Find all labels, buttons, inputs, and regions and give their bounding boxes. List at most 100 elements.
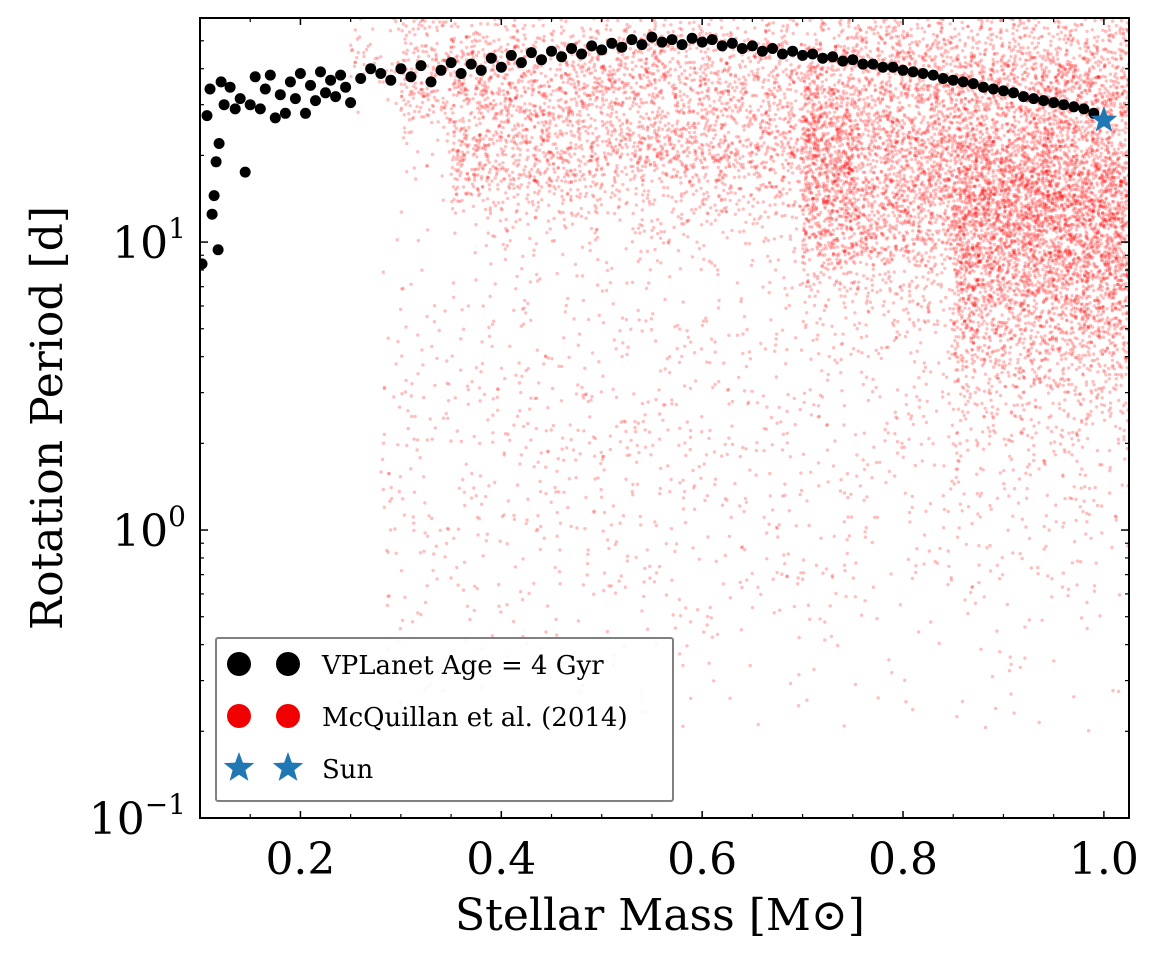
mcquillan-point xyxy=(1026,46,1030,50)
mcquillan-point xyxy=(647,199,651,204)
mcquillan-point xyxy=(706,62,710,67)
mcquillan-point xyxy=(505,73,510,77)
mcquillan-point xyxy=(623,28,627,32)
mcquillan-point xyxy=(768,203,772,207)
mcquillan-point xyxy=(730,85,735,90)
mcquillan-point xyxy=(678,128,682,132)
mcquillan-point xyxy=(948,112,953,116)
mcquillan-point xyxy=(991,57,995,62)
mcquillan-point xyxy=(534,111,538,116)
mcquillan-point xyxy=(653,86,658,90)
mcquillan-point xyxy=(613,193,617,197)
mcquillan-point xyxy=(858,92,863,96)
mcquillan-point xyxy=(702,77,706,82)
mcquillan-point xyxy=(688,73,692,77)
mcquillan-point xyxy=(813,103,817,107)
mcquillan-point xyxy=(798,167,802,171)
mcquillan-point xyxy=(716,114,720,119)
mcquillan-point xyxy=(646,143,651,147)
mcquillan-point xyxy=(631,164,635,169)
mcquillan-point xyxy=(609,195,613,199)
mcquillan-point xyxy=(644,112,649,116)
mcquillan-point xyxy=(698,75,703,79)
mcquillan-point xyxy=(902,122,907,126)
mcquillan-point xyxy=(774,210,779,215)
mcquillan-point xyxy=(491,141,496,146)
mcquillan-point xyxy=(768,105,772,109)
mcquillan-point xyxy=(1004,157,1008,161)
mcquillan-point xyxy=(741,166,746,170)
mcquillan-point xyxy=(850,142,855,146)
mcquillan-point xyxy=(788,237,793,241)
mcquillan-point xyxy=(582,91,587,96)
mcquillan-point xyxy=(628,107,632,111)
mcquillan-point xyxy=(674,175,679,179)
mcquillan-point xyxy=(728,82,732,86)
mcquillan-point xyxy=(1016,82,1020,86)
mcquillan-point xyxy=(491,234,495,238)
mcquillan-point xyxy=(676,59,680,64)
mcquillan-point xyxy=(588,60,592,64)
mcquillan-point xyxy=(821,323,825,327)
mcquillan-point xyxy=(846,143,850,147)
mcquillan-point xyxy=(854,48,858,53)
mcquillan-point xyxy=(714,208,719,213)
mcquillan-point xyxy=(459,164,463,168)
mcquillan-point xyxy=(905,330,909,334)
mcquillan-point xyxy=(640,51,644,55)
mcquillan-point xyxy=(806,70,810,74)
mcquillan-point xyxy=(715,107,719,111)
mcquillan-point xyxy=(578,192,583,196)
mcquillan-point xyxy=(1041,56,1045,61)
mcquillan-point xyxy=(896,134,900,138)
mcquillan-point xyxy=(727,155,731,159)
mcquillan-point xyxy=(645,75,650,80)
mcquillan-point xyxy=(620,169,624,174)
mcquillan-point xyxy=(909,27,913,31)
mcquillan-point xyxy=(691,110,696,114)
mcquillan-point xyxy=(407,112,411,116)
mcquillan-point xyxy=(514,95,519,99)
mcquillan-point xyxy=(657,78,662,82)
mcquillan-point xyxy=(620,80,624,84)
mcquillan-point xyxy=(759,126,763,130)
mcquillan-point xyxy=(519,94,524,98)
mcquillan-point xyxy=(780,193,784,197)
mcquillan-point xyxy=(855,272,859,276)
mcquillan-point xyxy=(703,67,707,72)
mcquillan-point xyxy=(419,81,423,85)
mcquillan-point xyxy=(539,134,543,139)
mcquillan-point xyxy=(700,103,705,107)
mcquillan-point xyxy=(481,137,486,141)
mcquillan-point xyxy=(417,90,421,95)
mcquillan-point xyxy=(608,64,612,69)
mcquillan-point xyxy=(600,80,604,84)
mcquillan-point xyxy=(1007,129,1011,133)
mcquillan-point xyxy=(624,137,628,142)
mcquillan-point xyxy=(686,121,691,125)
mcquillan-point xyxy=(730,142,734,146)
mcquillan-point xyxy=(630,280,635,284)
mcquillan-point xyxy=(513,127,518,131)
mcquillan-point xyxy=(721,33,726,37)
mcquillan-point xyxy=(518,153,522,157)
mcquillan-point xyxy=(1110,19,1115,23)
mcquillan-point xyxy=(737,186,741,191)
mcquillan-point xyxy=(554,146,559,150)
mcquillan-point xyxy=(713,128,717,132)
mcquillan-point xyxy=(589,184,593,189)
mcquillan-point xyxy=(560,73,564,78)
mcquillan-point xyxy=(634,186,638,191)
mcquillan-point xyxy=(496,183,500,187)
mcquillan-point xyxy=(449,107,454,111)
mcquillan-point xyxy=(705,55,710,59)
mcquillan-point xyxy=(701,56,705,61)
mcquillan-point xyxy=(470,193,474,197)
mcquillan-point xyxy=(674,154,678,158)
mcquillan-point xyxy=(592,140,596,144)
mcquillan-point xyxy=(795,149,799,153)
mcquillan-point xyxy=(430,103,435,108)
mcquillan-point xyxy=(1008,351,1012,355)
mcquillan-point xyxy=(402,82,407,86)
mcquillan-point xyxy=(699,186,703,190)
